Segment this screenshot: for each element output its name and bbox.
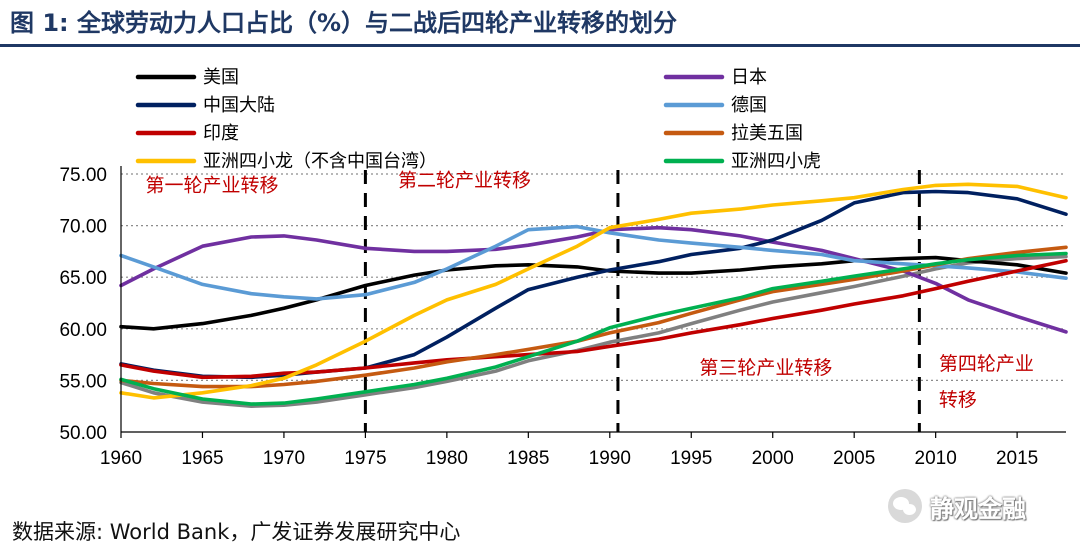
- y-tick-label: 60.00: [59, 320, 107, 341]
- x-tick-label: 1980: [426, 448, 468, 469]
- divider-layer: [363, 170, 921, 432]
- y-tick-label: 50.00: [59, 423, 107, 444]
- series-line: [119, 258, 1068, 380]
- figure-title: 图 1: 全球劳动力人口占比（%）与二战后四轮产业转移的划分: [10, 9, 678, 37]
- phase-label: 第一轮产业转移: [145, 175, 278, 197]
- x-tick-label: 2005: [833, 448, 875, 469]
- x-tick-label: 1995: [670, 448, 712, 469]
- y-tick-label: 70.00: [59, 217, 107, 238]
- series-line: [119, 224, 1068, 301]
- series-line: [119, 182, 1068, 400]
- x-tick-label: 2000: [752, 448, 794, 469]
- series-line: [119, 255, 1068, 331]
- series-line: [119, 251, 1068, 406]
- legend-label: 印度: [203, 123, 239, 144]
- series-line: [119, 245, 1068, 389]
- x-tick-label: 1975: [344, 448, 386, 469]
- y-tick-label: 65.00: [59, 268, 107, 289]
- axis-layer: [120, 166, 1066, 438]
- phase-label: 转移: [939, 389, 977, 411]
- x-tick-label: 1960: [100, 448, 142, 469]
- tick-layer: 50.00 55.00 60.00 65.00 70.00 75.00 1960 1965 19…: [59, 165, 1038, 469]
- phase-label: 第二轮产业转移: [398, 169, 531, 191]
- legend-label: 德国: [731, 95, 767, 116]
- line-chart: 50.00 55.00 60.00 65.00 70.00 75.00 1960 1965 19…: [59, 67, 1068, 469]
- series-layer: [119, 182, 1068, 409]
- y-tick-label: 55.00: [59, 371, 107, 392]
- series-line: [119, 225, 1068, 334]
- legend-label: 美国: [203, 67, 239, 88]
- x-tick-label: 1965: [181, 448, 223, 469]
- legend-label: 中国大陆: [203, 95, 275, 116]
- x-tick-label: 2010: [915, 448, 957, 469]
- source-note: 数据来源: World Bank，广发证券发展研究中心: [12, 520, 461, 544]
- legend-label: 亚洲四小龙（不含中国台湾）: [203, 151, 437, 172]
- wechat-icon: [888, 489, 922, 523]
- x-tick-label: 2015: [996, 448, 1038, 469]
- legend-label: 日本: [731, 67, 767, 88]
- legend-label: 拉美五国: [731, 123, 803, 144]
- x-tick-label: 1990: [589, 448, 631, 469]
- phase-label: 第三轮产业转移: [699, 357, 832, 379]
- watermark-text: 静观金融: [930, 494, 1026, 523]
- series-line: [119, 189, 1068, 380]
- phase-label: 第四轮产业: [939, 353, 1034, 375]
- watermark: 静观金融: [888, 486, 1064, 526]
- title-rule: [0, 44, 1080, 47]
- x-tick-label: 1985: [507, 448, 549, 469]
- y-tick-label: 75.00: [59, 165, 107, 186]
- legend-label: 亚洲四小虎: [731, 151, 821, 172]
- x-tick-label: 1970: [263, 448, 305, 469]
